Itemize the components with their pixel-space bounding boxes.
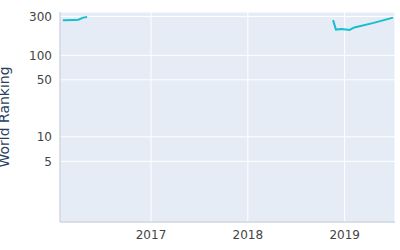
svg-text:50: 50 [37, 73, 52, 87]
svg-text:2018: 2018 [233, 228, 264, 242]
svg-text:5: 5 [44, 155, 52, 169]
svg-text:100: 100 [29, 49, 52, 63]
svg-text:10: 10 [37, 130, 52, 144]
svg-text:2017: 2017 [136, 228, 167, 242]
svg-text:300: 300 [29, 10, 52, 24]
svg-text:World Ranking: World Ranking [8, 66, 12, 167]
svg-text:2019: 2019 [329, 228, 360, 242]
